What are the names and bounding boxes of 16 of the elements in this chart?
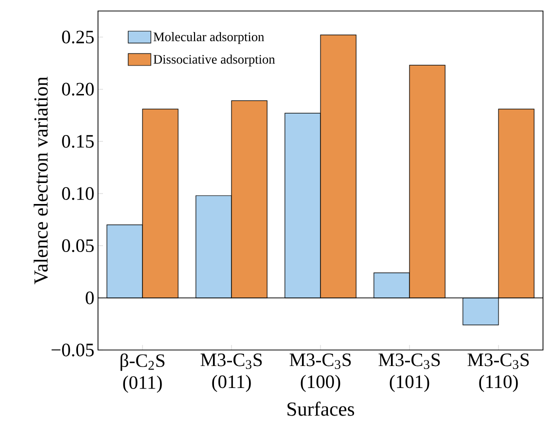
x-tick-label: M3-C$_{3}$S (101)	[378, 354, 440, 392]
x-axis-title: Surfaces	[288, 402, 354, 416]
y-tick-label: 0.20	[62, 82, 94, 96]
legend-label: Dissociative adsorption	[154, 54, 275, 66]
x-tick-label: M3-C$_{3}$S (011)	[200, 354, 262, 392]
y-tick-label: −0.05	[52, 344, 94, 356]
y-axis-title: Valence electron variation	[34, 76, 48, 284]
y-tick-label: 0.05	[62, 239, 94, 252]
y-tick-label: 0.25	[62, 30, 94, 44]
x-tick-label: M3-C$_{3}$S (110)	[468, 354, 529, 392]
legend-label: Molecular adsorption	[154, 32, 264, 44]
y-tick-label: 0.15	[62, 134, 94, 148]
y-tick-label: 0.10	[62, 187, 94, 200]
x-tick-label: β-C$_{2}$S (011)	[120, 354, 164, 393]
x-tick-label: M3-C$_{3}$S (100)	[290, 354, 351, 392]
y-tick-label: 0	[86, 291, 94, 304]
